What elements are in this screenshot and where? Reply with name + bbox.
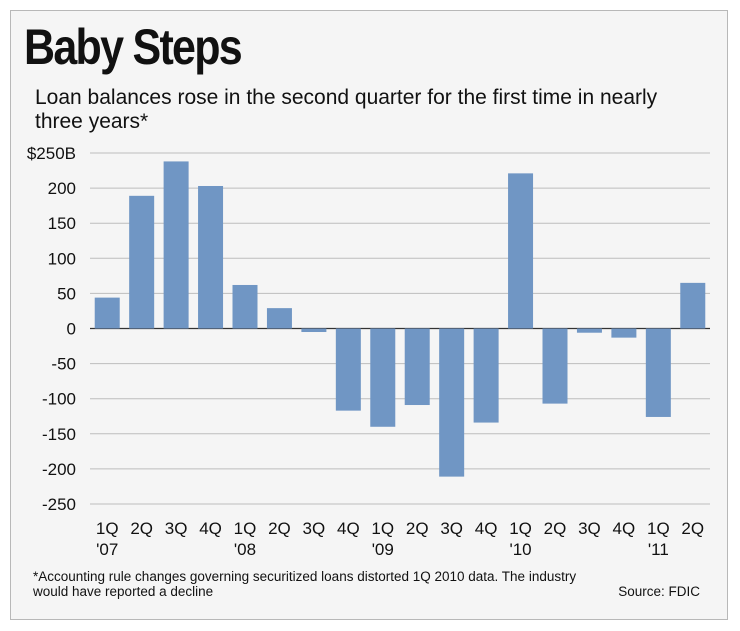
bar-11 bbox=[473, 328, 499, 423]
bar-16 bbox=[645, 328, 671, 417]
y-tick-label: 150 bbox=[48, 214, 76, 233]
chart-source: Source: FDIC bbox=[618, 584, 700, 599]
bar-3 bbox=[198, 185, 224, 329]
x-tick-label: 1Q bbox=[647, 519, 670, 538]
bar-14 bbox=[576, 328, 602, 333]
chart-footnote: *Accounting rule changes governing secur… bbox=[33, 569, 577, 599]
x-tick-label: 4Q bbox=[475, 519, 498, 538]
bar-10 bbox=[439, 328, 465, 477]
x-tick-label: 3Q bbox=[578, 519, 601, 538]
x-tick-label: 2Q bbox=[544, 519, 567, 538]
y-tick-label: $250B bbox=[27, 144, 76, 163]
y-tick-label: 200 bbox=[48, 179, 76, 198]
x-year-label: '08 bbox=[234, 540, 256, 559]
y-tick-label: -200 bbox=[42, 460, 76, 479]
x-year-label: '10 bbox=[509, 540, 531, 559]
bar-5 bbox=[266, 308, 292, 329]
bar-1 bbox=[129, 195, 155, 329]
y-tick-label: -50 bbox=[51, 355, 76, 374]
bar-2 bbox=[163, 161, 189, 329]
x-tick-label: 2Q bbox=[268, 519, 291, 538]
bar-12 bbox=[508, 173, 534, 329]
x-tick-label: 3Q bbox=[440, 519, 463, 538]
y-tick-label: 50 bbox=[57, 284, 76, 303]
x-tick-label: 4Q bbox=[199, 519, 222, 538]
x-year-label: '07 bbox=[96, 540, 118, 559]
y-tick-label: -100 bbox=[42, 390, 76, 409]
x-tick-label: 3Q bbox=[165, 519, 188, 538]
chart-title: Baby Steps bbox=[24, 19, 243, 75]
bar-6 bbox=[301, 328, 327, 333]
bar-17 bbox=[680, 282, 706, 329]
x-tick-label: 3Q bbox=[303, 519, 326, 538]
bar-8 bbox=[370, 328, 396, 427]
x-tick-label: 2Q bbox=[130, 519, 153, 538]
x-tick-label: 1Q bbox=[509, 519, 532, 538]
bar-15 bbox=[611, 328, 637, 338]
y-tick-label: -250 bbox=[42, 495, 76, 514]
x-tick-label: 2Q bbox=[681, 519, 704, 538]
x-tick-label: 4Q bbox=[613, 519, 636, 538]
x-tick-label: 1Q bbox=[234, 519, 257, 538]
y-tick-label: 100 bbox=[48, 249, 76, 268]
bar-7 bbox=[335, 328, 361, 411]
x-year-label: '09 bbox=[372, 540, 394, 559]
y-tick-label: -150 bbox=[42, 425, 76, 444]
bar-13 bbox=[542, 328, 568, 404]
bar-0 bbox=[94, 297, 120, 329]
x-tick-label: 2Q bbox=[406, 519, 429, 538]
chart-subtitle: Loan balances rose in the second quarter… bbox=[35, 86, 658, 133]
x-tick-label: 4Q bbox=[337, 519, 360, 538]
bar-4 bbox=[232, 284, 258, 329]
bar-9 bbox=[404, 328, 430, 406]
x-year-label: '11 bbox=[648, 540, 669, 559]
y-tick-label: 0 bbox=[67, 320, 76, 339]
x-tick-label: 1Q bbox=[371, 519, 394, 538]
x-tick-label: 1Q bbox=[96, 519, 119, 538]
